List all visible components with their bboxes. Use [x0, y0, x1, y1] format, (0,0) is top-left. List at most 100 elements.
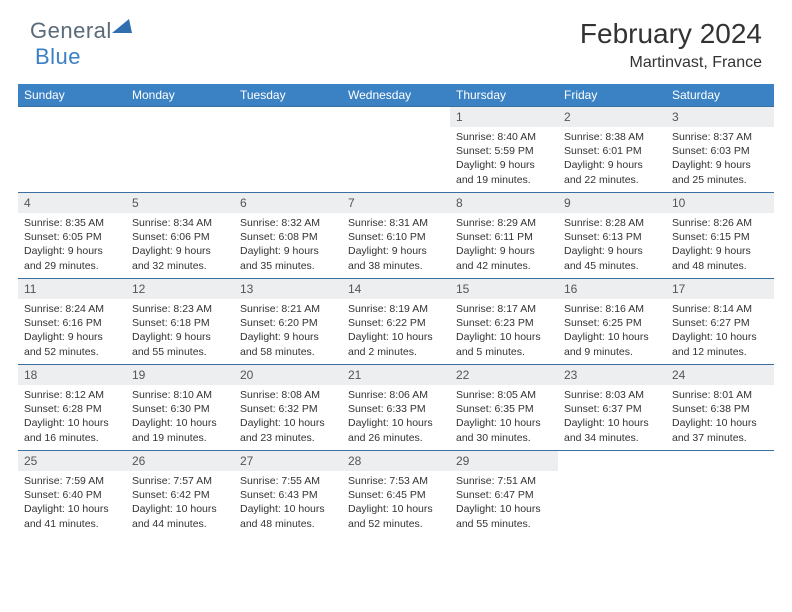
logo-text-general: General — [30, 18, 112, 44]
daylight-text: Daylight: 9 hours and 55 minutes. — [132, 330, 228, 358]
day-cell-9: 9Sunrise: 8:28 AMSunset: 6:13 PMDaylight… — [558, 193, 666, 279]
calendar-table: SundayMondayTuesdayWednesdayThursdayFrid… — [18, 84, 774, 537]
logo-triangle-icon — [112, 17, 132, 38]
sunset-text: Sunset: 6:43 PM — [240, 488, 336, 502]
sunrise-text: Sunrise: 8:14 AM — [672, 302, 768, 316]
day-number: 15 — [450, 279, 558, 299]
day-number: 29 — [450, 451, 558, 471]
sunrise-text: Sunrise: 8:26 AM — [672, 216, 768, 230]
day-details: Sunrise: 8:40 AMSunset: 5:59 PMDaylight:… — [450, 127, 558, 191]
sunset-text: Sunset: 6:25 PM — [564, 316, 660, 330]
day-number: 22 — [450, 365, 558, 385]
day-number: 3 — [666, 107, 774, 127]
day-number: 6 — [234, 193, 342, 213]
daylight-text: Daylight: 10 hours and 44 minutes. — [132, 502, 228, 530]
logo-text-blue-wrap: Blue — [35, 44, 81, 70]
day-cell-11: 11Sunrise: 8:24 AMSunset: 6:16 PMDayligh… — [18, 279, 126, 365]
sunset-text: Sunset: 6:11 PM — [456, 230, 552, 244]
empty-cell — [126, 107, 234, 193]
day-details: Sunrise: 8:06 AMSunset: 6:33 PMDaylight:… — [342, 385, 450, 449]
day-cell-8: 8Sunrise: 8:29 AMSunset: 6:11 PMDaylight… — [450, 193, 558, 279]
daylight-text: Daylight: 9 hours and 25 minutes. — [672, 158, 768, 186]
day-cell-12: 12Sunrise: 8:23 AMSunset: 6:18 PMDayligh… — [126, 279, 234, 365]
sunrise-text: Sunrise: 7:57 AM — [132, 474, 228, 488]
day-cell-28: 28Sunrise: 7:53 AMSunset: 6:45 PMDayligh… — [342, 451, 450, 537]
sunrise-text: Sunrise: 8:06 AM — [348, 388, 444, 402]
title-block: February 2024 Martinvast, France — [580, 18, 762, 72]
dow-wednesday: Wednesday — [342, 84, 450, 107]
day-cell-19: 19Sunrise: 8:10 AMSunset: 6:30 PMDayligh… — [126, 365, 234, 451]
sunrise-text: Sunrise: 8:10 AM — [132, 388, 228, 402]
sunrise-text: Sunrise: 8:17 AM — [456, 302, 552, 316]
sunset-text: Sunset: 6:45 PM — [348, 488, 444, 502]
day-cell-22: 22Sunrise: 8:05 AMSunset: 6:35 PMDayligh… — [450, 365, 558, 451]
sunset-text: Sunset: 6:03 PM — [672, 144, 768, 158]
sunset-text: Sunset: 6:18 PM — [132, 316, 228, 330]
day-cell-18: 18Sunrise: 8:12 AMSunset: 6:28 PMDayligh… — [18, 365, 126, 451]
day-details: Sunrise: 7:53 AMSunset: 6:45 PMDaylight:… — [342, 471, 450, 535]
day-cell-13: 13Sunrise: 8:21 AMSunset: 6:20 PMDayligh… — [234, 279, 342, 365]
sunrise-text: Sunrise: 8:12 AM — [24, 388, 120, 402]
daylight-text: Daylight: 9 hours and 22 minutes. — [564, 158, 660, 186]
daylight-text: Daylight: 10 hours and 48 minutes. — [240, 502, 336, 530]
day-details: Sunrise: 8:21 AMSunset: 6:20 PMDaylight:… — [234, 299, 342, 363]
dow-friday: Friday — [558, 84, 666, 107]
day-details: Sunrise: 8:35 AMSunset: 6:05 PMDaylight:… — [18, 213, 126, 277]
sunset-text: Sunset: 6:23 PM — [456, 316, 552, 330]
daylight-text: Daylight: 9 hours and 42 minutes. — [456, 244, 552, 272]
daylight-text: Daylight: 9 hours and 52 minutes. — [24, 330, 120, 358]
sunset-text: Sunset: 6:27 PM — [672, 316, 768, 330]
day-number: 28 — [342, 451, 450, 471]
daylight-text: Daylight: 10 hours and 23 minutes. — [240, 416, 336, 444]
sunrise-text: Sunrise: 7:55 AM — [240, 474, 336, 488]
logo: General — [30, 18, 134, 44]
logo-text-blue: Blue — [35, 44, 81, 69]
day-cell-1: 1Sunrise: 8:40 AMSunset: 5:59 PMDaylight… — [450, 107, 558, 193]
daylight-text: Daylight: 9 hours and 29 minutes. — [24, 244, 120, 272]
day-details: Sunrise: 8:17 AMSunset: 6:23 PMDaylight:… — [450, 299, 558, 363]
empty-cell — [18, 107, 126, 193]
sunset-text: Sunset: 6:06 PM — [132, 230, 228, 244]
day-cell-3: 3Sunrise: 8:37 AMSunset: 6:03 PMDaylight… — [666, 107, 774, 193]
day-details: Sunrise: 8:37 AMSunset: 6:03 PMDaylight:… — [666, 127, 774, 191]
day-details: Sunrise: 8:14 AMSunset: 6:27 PMDaylight:… — [666, 299, 774, 363]
dow-monday: Monday — [126, 84, 234, 107]
daylight-text: Daylight: 10 hours and 52 minutes. — [348, 502, 444, 530]
week-row: 1Sunrise: 8:40 AMSunset: 5:59 PMDaylight… — [18, 107, 774, 193]
sunrise-text: Sunrise: 7:59 AM — [24, 474, 120, 488]
empty-cell — [234, 107, 342, 193]
day-details: Sunrise: 7:55 AMSunset: 6:43 PMDaylight:… — [234, 471, 342, 535]
daylight-text: Daylight: 10 hours and 30 minutes. — [456, 416, 552, 444]
day-number: 4 — [18, 193, 126, 213]
day-number: 7 — [342, 193, 450, 213]
sunrise-text: Sunrise: 7:53 AM — [348, 474, 444, 488]
sunrise-text: Sunrise: 7:51 AM — [456, 474, 552, 488]
sunrise-text: Sunrise: 8:34 AM — [132, 216, 228, 230]
sunset-text: Sunset: 6:20 PM — [240, 316, 336, 330]
sunrise-text: Sunrise: 8:05 AM — [456, 388, 552, 402]
day-cell-5: 5Sunrise: 8:34 AMSunset: 6:06 PMDaylight… — [126, 193, 234, 279]
sunset-text: Sunset: 6:05 PM — [24, 230, 120, 244]
day-number: 26 — [126, 451, 234, 471]
day-number: 21 — [342, 365, 450, 385]
day-details: Sunrise: 8:34 AMSunset: 6:06 PMDaylight:… — [126, 213, 234, 277]
sunset-text: Sunset: 6:08 PM — [240, 230, 336, 244]
day-cell-7: 7Sunrise: 8:31 AMSunset: 6:10 PMDaylight… — [342, 193, 450, 279]
week-row: 11Sunrise: 8:24 AMSunset: 6:16 PMDayligh… — [18, 279, 774, 365]
day-number: 24 — [666, 365, 774, 385]
day-cell-15: 15Sunrise: 8:17 AMSunset: 6:23 PMDayligh… — [450, 279, 558, 365]
sunrise-text: Sunrise: 8:38 AM — [564, 130, 660, 144]
daylight-text: Daylight: 10 hours and 34 minutes. — [564, 416, 660, 444]
empty-cell — [558, 451, 666, 537]
day-cell-24: 24Sunrise: 8:01 AMSunset: 6:38 PMDayligh… — [666, 365, 774, 451]
day-number: 27 — [234, 451, 342, 471]
sunset-text: Sunset: 6:22 PM — [348, 316, 444, 330]
day-details: Sunrise: 8:28 AMSunset: 6:13 PMDaylight:… — [558, 213, 666, 277]
day-details: Sunrise: 7:51 AMSunset: 6:47 PMDaylight:… — [450, 471, 558, 535]
header: General February 2024 Martinvast, France — [0, 0, 792, 80]
daylight-text: Daylight: 9 hours and 48 minutes. — [672, 244, 768, 272]
day-details: Sunrise: 8:24 AMSunset: 6:16 PMDaylight:… — [18, 299, 126, 363]
day-number: 19 — [126, 365, 234, 385]
day-cell-26: 26Sunrise: 7:57 AMSunset: 6:42 PMDayligh… — [126, 451, 234, 537]
day-details: Sunrise: 8:08 AMSunset: 6:32 PMDaylight:… — [234, 385, 342, 449]
